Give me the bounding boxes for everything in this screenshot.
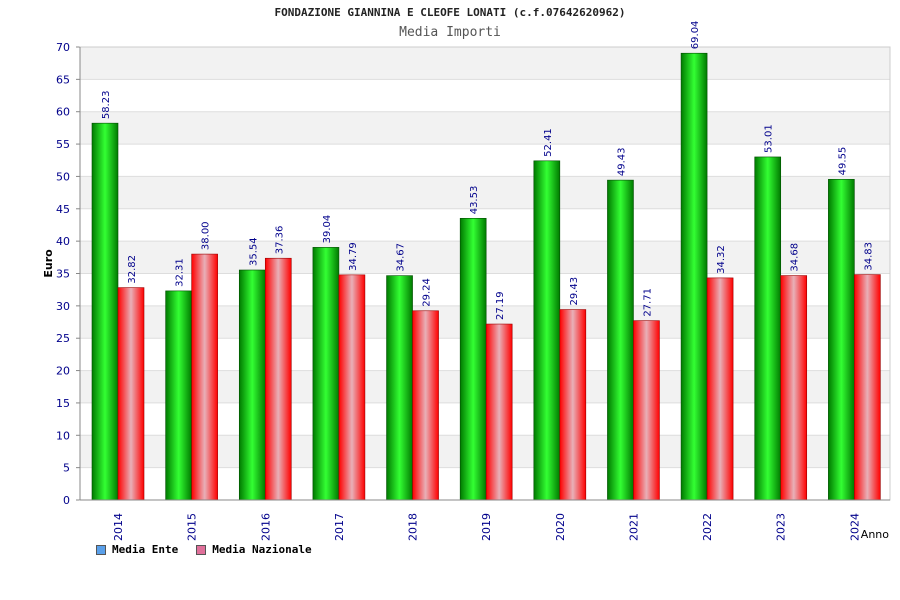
bar-nazionale	[485, 323, 513, 501]
y-tick-label: 10	[56, 429, 70, 442]
data-label: 39.04	[322, 215, 333, 244]
bar-nazionale	[706, 277, 734, 501]
bar-nazionale	[559, 309, 587, 501]
x-tick-label: 2019	[480, 513, 493, 541]
data-label: 43.53	[469, 186, 480, 215]
legend-swatch-nazionale	[196, 544, 207, 555]
bar-ente	[312, 247, 340, 501]
grid-band	[80, 47, 890, 80]
bar-ente	[828, 179, 855, 501]
x-tick-label: 2021	[627, 513, 640, 541]
bar-ente	[754, 156, 782, 501]
data-label: 38.00	[201, 221, 212, 250]
grid-band	[80, 79, 890, 112]
data-label: 52.41	[543, 128, 554, 157]
x-axis-label: Anno	[861, 528, 889, 541]
chart-subtitle: Media Importi	[399, 25, 501, 40]
bar-ente	[165, 290, 192, 501]
x-tick-label: 2024	[848, 513, 861, 541]
data-label: 69.04	[690, 21, 701, 50]
bar-nazionale	[117, 287, 145, 501]
bar-nazionale	[191, 253, 218, 501]
data-label: 34.68	[790, 243, 801, 272]
y-tick-label: 50	[56, 170, 70, 183]
y-tick-label: 35	[56, 268, 70, 281]
bar-nazionale	[780, 275, 808, 501]
y-tick-label: 55	[56, 138, 70, 151]
data-label: 32.31	[175, 258, 186, 287]
data-label: 29.24	[422, 278, 433, 307]
y-tick-label: 30	[56, 300, 70, 313]
bar-nazionale	[412, 310, 439, 501]
data-label: 34.67	[396, 243, 407, 272]
x-tick-label: 2018	[407, 513, 420, 541]
bar-ente	[680, 52, 708, 501]
bar-ente	[459, 217, 487, 501]
legend-label-nazionale: Media Nazionale	[212, 543, 312, 556]
x-tick-label: 2023	[775, 513, 788, 541]
y-tick-label: 0	[63, 494, 70, 507]
data-label: 34.32	[716, 245, 727, 274]
y-axis-label: Euro	[42, 249, 55, 278]
data-label: 32.82	[127, 255, 138, 284]
data-label: 37.36	[274, 226, 285, 255]
data-label: 49.55	[837, 147, 848, 176]
y-tick-label: 40	[56, 235, 70, 248]
y-tick-label: 65	[56, 73, 70, 86]
data-label: 27.71	[642, 288, 653, 317]
x-tick-label: 2015	[186, 513, 199, 541]
y-tick-label: 20	[56, 365, 70, 378]
data-label: 53.01	[764, 124, 775, 153]
data-label: 27.19	[495, 291, 506, 320]
x-tick-label: 2017	[333, 513, 346, 541]
bar-ente	[386, 275, 413, 501]
bar-nazionale	[264, 257, 292, 501]
bar-ente	[533, 160, 561, 501]
y-tick-label: 60	[56, 106, 70, 119]
data-label: 49.43	[616, 147, 627, 176]
chart-legend: Media Ente Media Nazionale	[96, 543, 312, 556]
bar-ente	[607, 179, 634, 501]
chart-title: FONDAZIONE GIANNINA E CLEOFE LONATI (c.f…	[274, 6, 626, 19]
y-tick-label: 5	[63, 462, 70, 475]
x-tick-label: 2020	[554, 513, 567, 541]
legend-label-ente: Media Ente	[112, 543, 179, 556]
bar-nazionale	[338, 274, 366, 501]
data-label: 58.23	[101, 91, 112, 120]
y-tick-label: 15	[56, 397, 70, 410]
bar-nazionale	[854, 274, 881, 501]
x-tick-label: 2022	[701, 513, 714, 541]
x-tick-label: 2014	[112, 513, 125, 541]
y-tick-label: 25	[56, 332, 70, 345]
grid-band	[80, 111, 890, 145]
y-tick-label: 45	[56, 203, 70, 216]
bar-ente	[91, 122, 119, 501]
x-tick-label: 2016	[259, 513, 272, 541]
legend-item-nazionale: Media Nazionale	[196, 543, 312, 556]
data-label: 29.43	[569, 277, 580, 306]
data-label: 34.79	[348, 242, 359, 271]
data-label: 34.83	[863, 242, 874, 271]
y-tick-label: 70	[56, 41, 70, 54]
legend-item-ente: Media Ente	[96, 543, 178, 556]
bar-ente	[238, 269, 266, 501]
bar-nazionale	[633, 320, 660, 501]
legend-swatch-ente	[96, 544, 106, 555]
data-label: 35.54	[248, 237, 259, 266]
